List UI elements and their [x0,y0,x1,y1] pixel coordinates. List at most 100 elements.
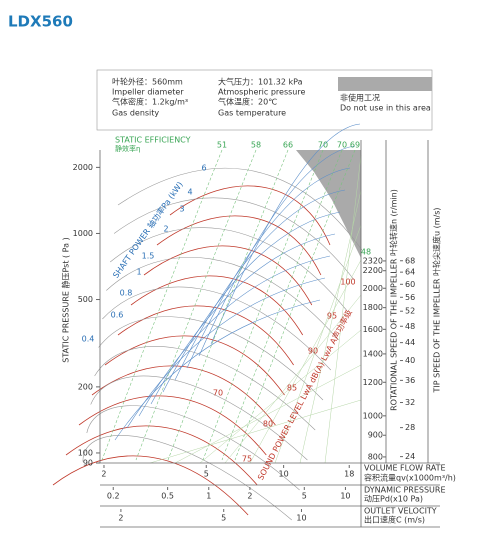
y-tick-label: 1000 [73,229,93,238]
tip-tick-label: 52 [405,307,415,316]
power-label: 1.5 [142,252,155,261]
power-curve [174,189,346,381]
y-tick-label: 100 [78,448,93,457]
tip-tick-label: 28 [405,423,415,432]
efficiency-curve [130,275,304,336]
power-label: 1 [136,268,141,277]
power-curve [114,299,321,441]
power-curve [126,277,326,429]
info: 气体密度：1.2kg/m³ [112,97,188,107]
sound-label: 70 [213,389,223,398]
efficiency-label: 51 [217,141,227,150]
x-tick-label: 10 [279,470,289,479]
axis-title: 容积流量qv(x1000m³/h) [364,473,456,483]
speed-line [324,154,362,464]
power-curve [138,255,331,417]
x-tick-label: 18 [344,470,354,479]
pressure-curve [86,405,300,491]
y-tick-label: 200 [78,382,93,391]
rpm-tick-label: 1600 [363,325,383,334]
rpm-axis-title: ROTATIONAL SPEED OF THE IMPELLER 叶轮转速n (… [389,189,399,411]
power-curve [150,233,336,405]
pressure-curve [90,375,308,461]
rpm-tick-label: 2320 [363,256,383,265]
rpm-tick-label: 1800 [363,303,383,312]
x-tick-label: 5 [221,514,226,523]
efficiency-curve [143,245,313,306]
x-tick-label: 2 [118,514,123,523]
power-curve [198,145,356,357]
axis-title: 动压Pd(x10 Pa) [364,494,423,504]
legend-swatch [338,77,432,91]
power-label: 0.4 [82,335,95,344]
x-tick-label: 0.5 [161,492,174,501]
pressure-curve [113,197,355,281]
power-label: 0.6 [111,311,124,320]
x-tick-label: 5 [302,492,307,501]
tip-tick-label: 56 [405,293,415,302]
efficiency-curve [169,185,331,246]
x-tick-label: 10 [340,492,350,501]
x-tick-label: 2 [101,470,106,479]
y-tick-label: 500 [78,295,93,304]
x-tick-label: 0.2 [107,492,120,501]
legend-text: Do not use in this area [340,104,431,113]
rpm-tick-label: 2000 [363,284,383,293]
sound-label: 90 [308,347,318,356]
power-curve [162,211,341,393]
power-label: 2 [163,225,168,234]
pressure-curve [117,167,363,251]
efficiency-line [135,149,257,461]
x-tick-label: 5 [204,470,209,479]
axis-title: 出口速度C (m/s) [364,515,425,525]
y-tick-label: 90 [83,459,93,468]
axis-title: VOLUME FLOW RATE [364,464,446,473]
tip-tick-label: 60 [405,280,415,289]
power-curve [210,123,361,345]
pressure-curve [82,435,292,521]
pressure-curve [102,286,332,371]
efficiency-label: 66 [283,141,293,150]
efficiency-label: 70 [318,141,328,150]
info: Gas density [112,109,159,118]
pressure-curve [110,227,347,311]
sound-label: 85 [287,384,297,393]
tip-tick-label: 36 [405,376,415,385]
info: 叶轮外径：560mm [112,77,183,87]
efficiency-line [221,149,343,461]
power-label: 6 [201,164,206,173]
speed-line [199,329,362,464]
speed-line [249,259,362,464]
efficiency-title: STATIC EFFICIENCY [115,136,191,145]
rpm-tick-label: 1400 [363,349,383,358]
power-label: 4 [187,188,192,197]
efficiency-label: 69 [350,141,360,150]
chart-title: LDX560 [8,13,73,31]
sound-label: 95 [327,312,337,321]
y-tick-label: 2000 [73,163,93,172]
pressure-curve [106,257,339,341]
sound-label: 75 [242,455,252,464]
efficiency-label: 58 [251,141,261,150]
x-tick-label: 1 [206,492,211,501]
axis-title: OUTLET VELOCITY [364,507,437,516]
efficiency-curve [156,215,322,276]
tip-tick-label: 44 [405,338,415,347]
info-box [96,69,433,131]
efficiency-line [234,149,356,461]
rpm-tick-label: 1200 [363,378,383,387]
efficiency-label: 48 [361,248,371,257]
curves [52,123,363,521]
speed-line [224,294,362,464]
x-tick-label: 2 [247,492,252,501]
efficiency-curve [78,395,267,456]
rpm-tick-label: 900 [368,431,383,440]
no-use-area [296,150,361,258]
tip-tick-label: 24 [405,452,415,461]
efficiency-curve [91,365,276,426]
rpm-tick-label: 800 [368,452,383,461]
y-axis-title: STATIC PRESSURE 静压Pst ( Pa ) [61,237,71,362]
legend-text: 非使用工况 [340,93,380,103]
rpm-tick-label: 2200 [363,266,383,275]
sound-label: 100 [340,278,355,287]
